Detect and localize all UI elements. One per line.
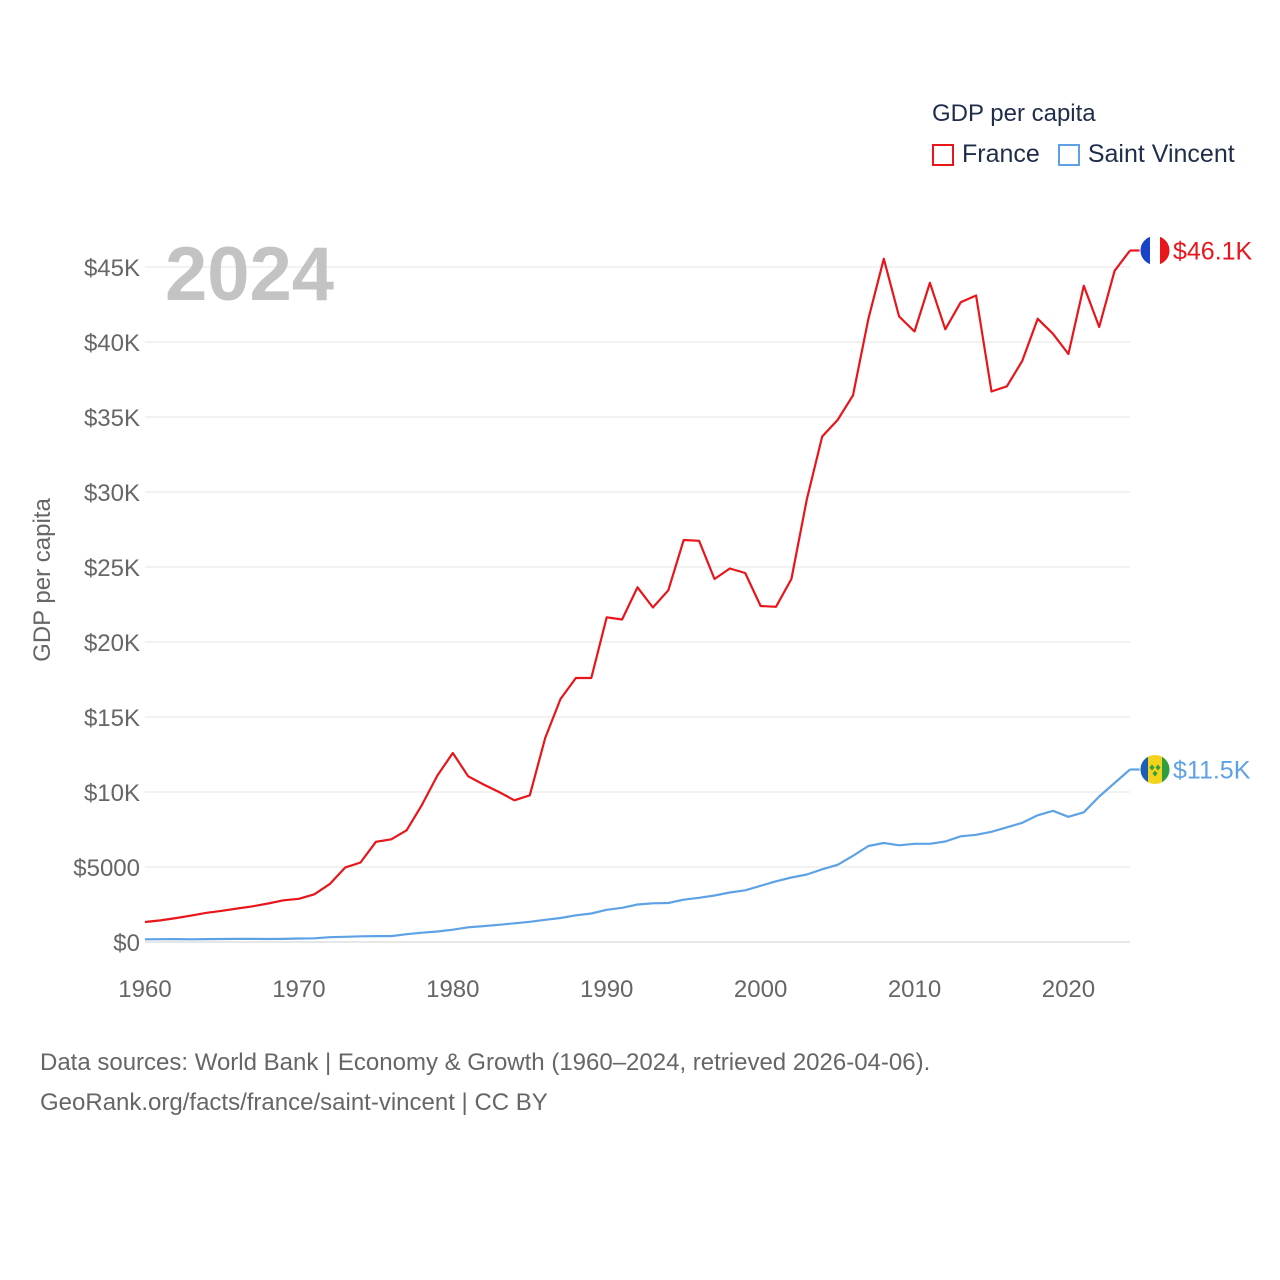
y-axis-label: GDP per capita bbox=[29, 498, 56, 662]
series-line-saint-vincent bbox=[144, 768, 1131, 941]
series-line-france bbox=[144, 249, 1131, 924]
france-flag-icon bbox=[1139, 235, 1171, 266]
y-tick-label: $15K bbox=[84, 705, 140, 732]
y-tick-label: $20K bbox=[84, 630, 140, 657]
x-tick-label: 2010 bbox=[888, 976, 941, 1003]
legend-item-france[interactable]: France bbox=[932, 140, 1040, 169]
y-tick-label: $10K bbox=[84, 780, 140, 807]
footer-sources: Data sources: World Bank | Economy & Gro… bbox=[40, 1043, 930, 1123]
legend: GDP per capita France Saint Vincent bbox=[932, 100, 1253, 169]
x-tick-label: 2020 bbox=[1042, 976, 1095, 1003]
legend-swatch-saint-vincent bbox=[1057, 143, 1080, 166]
footer-line-sources: Data sources: World Bank | Economy & Gro… bbox=[40, 1049, 931, 1076]
x-tick-label: 1960 bbox=[118, 976, 171, 1003]
x-tick-label: 2000 bbox=[734, 976, 787, 1003]
x-tick-label: 1990 bbox=[580, 976, 633, 1003]
legend-title: GDP per capita bbox=[932, 100, 1096, 127]
footer-line-link[interactable]: GeoRank.org/facts/france/saint-vincent |… bbox=[40, 1089, 548, 1116]
y-tick-label: $30K bbox=[84, 480, 140, 507]
legend-label-france: France bbox=[962, 140, 1040, 168]
end-value-label-france: $46.1K bbox=[1173, 238, 1253, 266]
y-tick-label: $35K bbox=[84, 405, 140, 432]
y-tick-label: $25K bbox=[84, 555, 140, 582]
year-watermark: 2024 bbox=[165, 232, 334, 317]
x-tick-label: 1970 bbox=[272, 976, 325, 1003]
legend-item-saint-vincent[interactable]: Saint Vincent bbox=[1057, 140, 1235, 169]
y-tick-label: $0 bbox=[113, 930, 140, 957]
y-tick-label: $40K bbox=[84, 330, 140, 357]
y-tick-label: $5000 bbox=[73, 855, 140, 882]
y-tick-label: $45K bbox=[84, 255, 140, 282]
end-value-label-saint-vincent: $11.5K bbox=[1173, 757, 1251, 785]
legend-items: France Saint Vincent bbox=[932, 140, 1253, 169]
y-axis-ticks: $0 $5000 $10K $15K $20K $25K $30K $35K $40K $45K bbox=[73, 255, 140, 957]
legend-swatch-france bbox=[932, 143, 954, 166]
series-layer: $46.1K $11.5K bbox=[144, 235, 1253, 941]
legend-label-saint-vincent: Saint Vincent bbox=[1087, 140, 1235, 168]
gridlines bbox=[145, 266, 1130, 943]
x-tick-label: 1980 bbox=[426, 976, 479, 1003]
saint-vincent-flag-icon bbox=[1139, 754, 1171, 785]
x-axis-ticks: 1960 1970 1980 1990 2000 2010 2020 bbox=[118, 976, 1095, 1003]
